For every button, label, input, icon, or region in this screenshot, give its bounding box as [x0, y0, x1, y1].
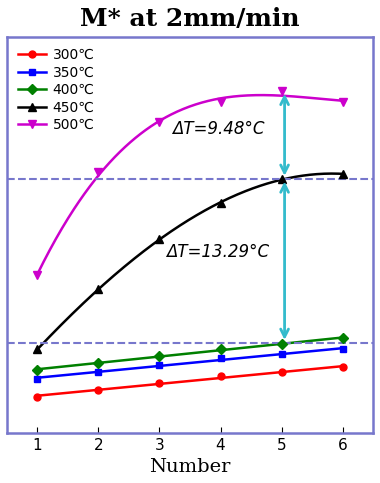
300℃ [96, 387, 101, 393]
400℃ [218, 347, 223, 353]
350℃ [96, 369, 101, 375]
450℃ [35, 347, 40, 353]
Title: M* at 2mm/min: M* at 2mm/min [80, 7, 300, 31]
Legend: 300℃, 350℃, 400℃, 450℃, 500℃: 300℃, 350℃, 400℃, 450℃, 500℃ [14, 44, 99, 136]
500℃ [96, 169, 101, 175]
Text: ΔT=13.29°C: ΔT=13.29°C [166, 243, 269, 261]
Line: 450℃: 450℃ [33, 170, 347, 354]
Line: 350℃: 350℃ [34, 346, 346, 382]
400℃ [157, 354, 162, 359]
350℃ [340, 347, 345, 353]
450℃ [218, 200, 223, 206]
Text: ΔT=9.48°C: ΔT=9.48°C [172, 120, 264, 138]
450℃ [279, 176, 284, 182]
300℃ [340, 365, 345, 370]
X-axis label: Number: Number [149, 458, 231, 476]
400℃ [340, 335, 345, 341]
400℃ [279, 341, 284, 346]
Line: 500℃: 500℃ [33, 87, 347, 280]
400℃ [96, 360, 101, 366]
300℃ [35, 394, 40, 399]
350℃ [279, 351, 284, 357]
350℃ [157, 362, 162, 368]
500℃ [35, 272, 40, 278]
350℃ [218, 355, 223, 361]
500℃ [157, 120, 162, 126]
450℃ [157, 237, 162, 242]
300℃ [279, 369, 284, 375]
500℃ [279, 88, 284, 94]
500℃ [218, 99, 223, 105]
Line: 300℃: 300℃ [34, 364, 346, 400]
500℃ [340, 99, 345, 105]
Line: 400℃: 400℃ [34, 335, 346, 373]
450℃ [340, 171, 345, 177]
450℃ [96, 286, 101, 292]
300℃ [157, 380, 162, 386]
300℃ [218, 373, 223, 379]
400℃ [35, 367, 40, 372]
350℃ [35, 376, 40, 382]
